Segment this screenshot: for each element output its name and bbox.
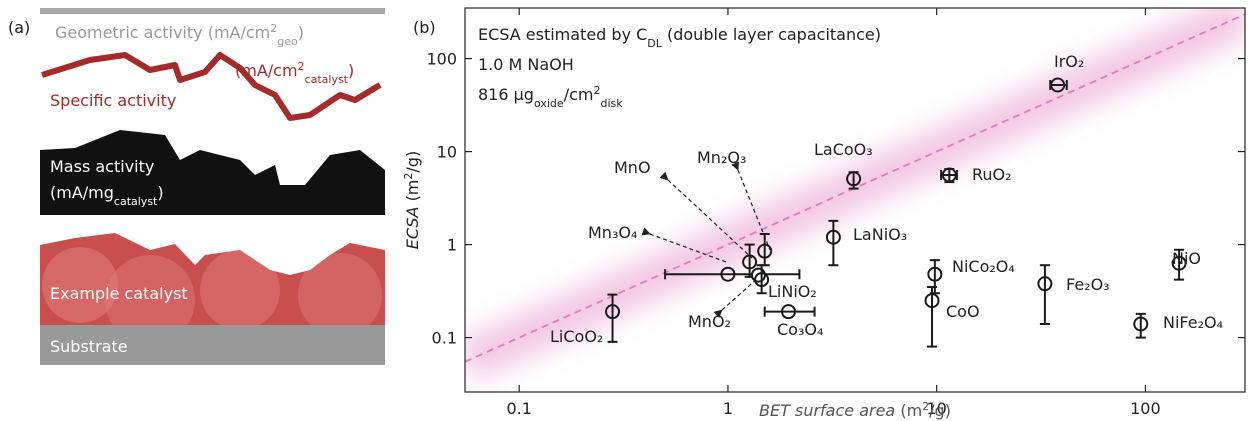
y-tick-label: 100 [426, 50, 457, 69]
text-part: 2 [593, 84, 600, 97]
point-label: Fe₂O₃ [1066, 275, 1110, 294]
text-part: DL [647, 37, 662, 50]
text-part: ) [157, 183, 163, 202]
mass-shape [40, 130, 385, 215]
y-axis-label: ECSA (m2/g) [402, 151, 423, 249]
point [757, 243, 773, 259]
point-label: CoO [946, 302, 980, 321]
point [1171, 255, 1187, 271]
text-part: 2 [922, 400, 929, 413]
mass-unit: (mA/mgcatalyst) [50, 183, 164, 208]
text-part: catalyst [114, 195, 158, 208]
text-part: geo [277, 35, 298, 48]
text-part: Geometric activity (mA/cm [55, 23, 270, 42]
annotation: 816 μgoxide/cm2disk [478, 84, 623, 110]
text-part: (double layer capacitance) [662, 25, 881, 44]
text-part: 2 [270, 22, 277, 35]
point-label: IrO₂ [1054, 52, 1084, 71]
text-part: /cm [564, 85, 594, 104]
substrate-shape [40, 325, 385, 365]
text-part: ECSA estimated by C [478, 25, 647, 44]
point-label: MnO [614, 158, 651, 177]
x-tick-label: 10 [926, 399, 946, 418]
text-part: 1.0 M NaOH [478, 55, 574, 74]
catalyst-label: Example catalyst [50, 284, 188, 303]
point [720, 266, 736, 282]
specific-surface [41, 52, 382, 121]
point-label: RuO₂ [972, 165, 1012, 184]
x-axis-label: BET surface area (m2/g) [759, 400, 951, 421]
point-label: Mn₂O₃ [697, 148, 746, 167]
point-label: LaNiO₃ [853, 225, 907, 244]
y-tick-label: 1 [447, 236, 457, 255]
text-part: 2 [402, 173, 415, 180]
text-part: ) [348, 61, 354, 80]
text-part: catalyst [305, 73, 349, 86]
text-part: 816 μg [478, 85, 534, 104]
point [780, 304, 796, 320]
point [1050, 77, 1066, 93]
text-part: (m [403, 180, 422, 207]
point-label: LaCoO₃ [814, 140, 873, 159]
specific-unit: (mA/cm2catalyst) [235, 60, 354, 86]
point [825, 229, 841, 245]
point [1037, 276, 1053, 292]
point-label: NiCo₂O₄ [952, 257, 1015, 276]
point [846, 171, 862, 187]
point-label: NiFe₂O₄ [1163, 313, 1223, 332]
point [927, 266, 943, 282]
substrate-label: Substrate [50, 337, 128, 356]
annotation: 1.0 M NaOH [478, 55, 574, 74]
mass-label: Mass activity [50, 157, 154, 176]
point-label: MnO₂ [688, 312, 731, 331]
point [941, 167, 957, 183]
y-tick-label: 10 [437, 143, 457, 162]
point [1133, 316, 1149, 332]
text-part: BET surface area [759, 401, 895, 420]
specific-label: Specific activity [50, 91, 176, 110]
point [754, 272, 770, 288]
panel-label: (a) [8, 18, 30, 37]
text-part: 2 [298, 60, 305, 73]
point [924, 293, 940, 309]
text-part: ) [298, 23, 304, 42]
text-part: ECSA [403, 207, 422, 250]
point-label: Mn₃O₄ [588, 223, 637, 242]
text-part: (mA/mg [50, 183, 114, 202]
point-label: LiNiO₂ [768, 282, 817, 301]
text-part: disk [600, 97, 623, 110]
panel-label: (b) [413, 18, 436, 37]
annotation: ECSA estimated by CDL (double layer capa… [478, 25, 881, 50]
text-part: oxide [534, 97, 564, 110]
y-tick-label: 0.1 [432, 329, 457, 348]
x-tick-label: 0.1 [506, 399, 531, 418]
text-part: (mA/cm [235, 61, 298, 80]
point-label: LiCoO₂ [550, 327, 603, 346]
axes-frame [464, 7, 1246, 393]
point [605, 304, 621, 320]
geometric-bar [40, 8, 385, 14]
x-tick-label: 1 [723, 399, 733, 418]
point-label: Co₃O₄ [777, 320, 823, 339]
text-part: (m [895, 401, 922, 420]
point [742, 254, 758, 270]
text-part: /g) [403, 151, 422, 173]
point-label: NiO [1172, 249, 1201, 268]
geometric-label: Geometric activity (mA/cm2geo) [55, 22, 304, 48]
text-part: /g) [929, 401, 951, 420]
x-tick-label: 100 [1130, 399, 1161, 418]
